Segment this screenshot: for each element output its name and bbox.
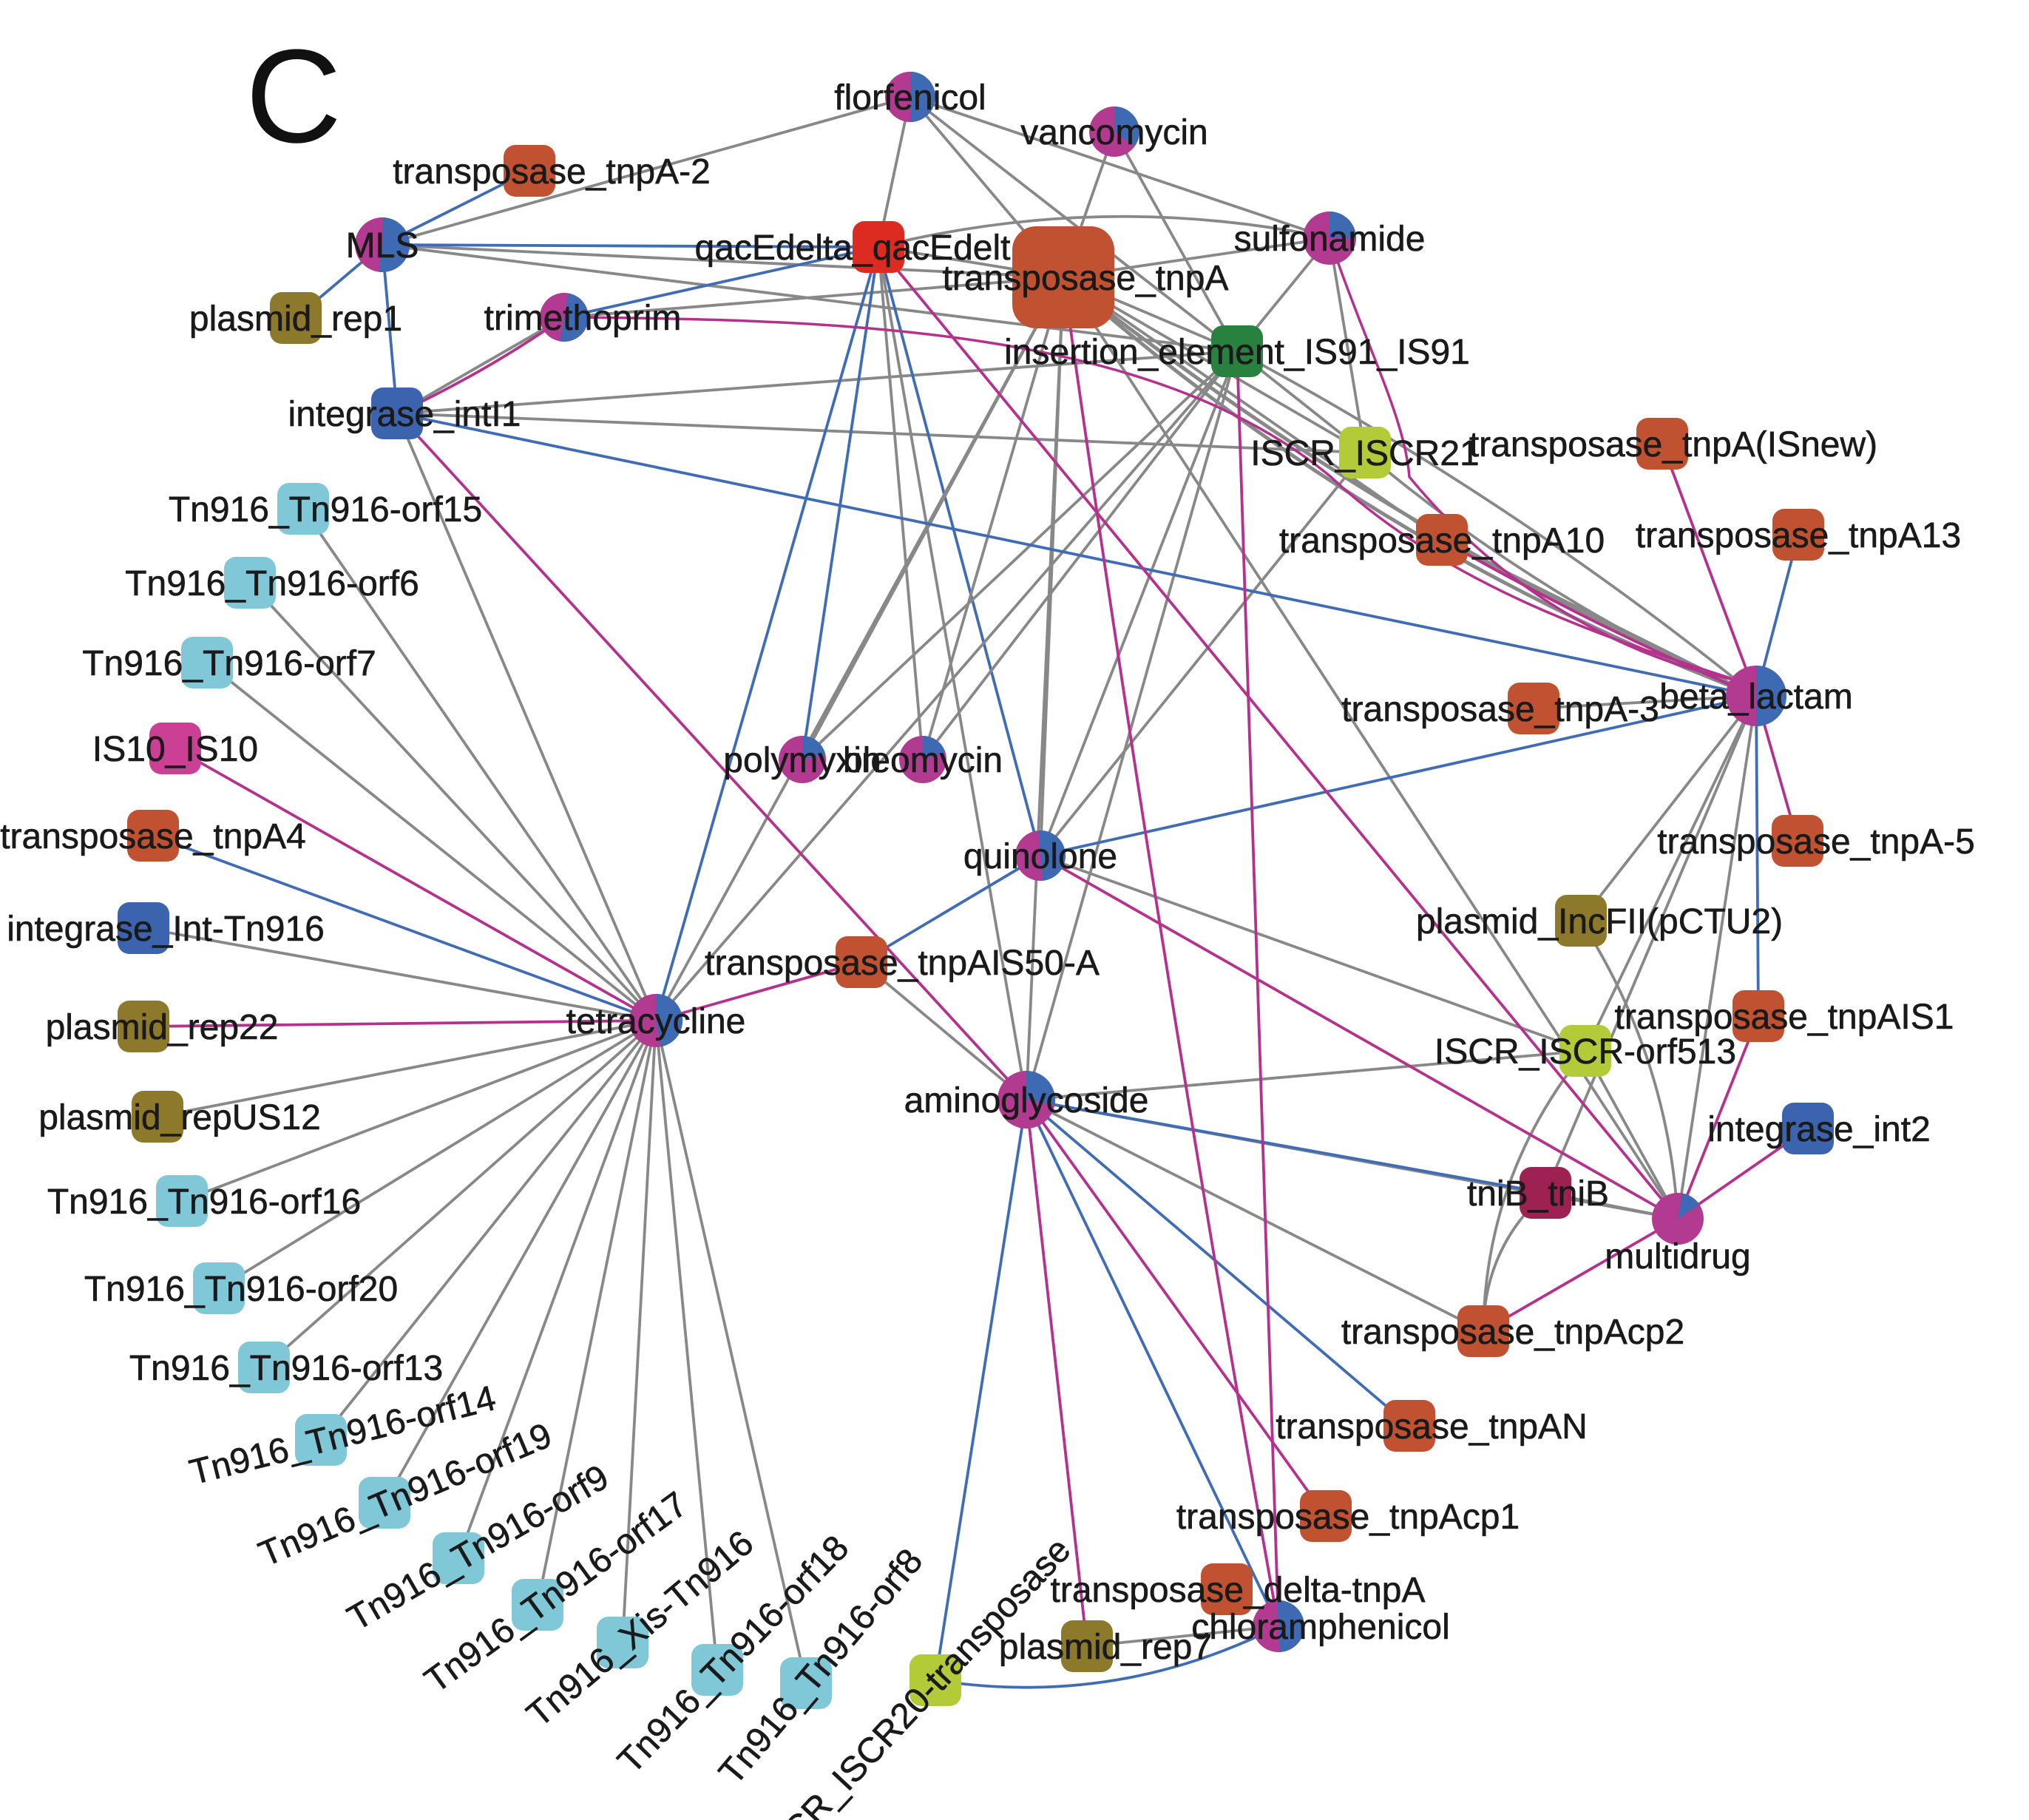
svg-text:transposase_tnpAcp1: transposase_tnpAcp1	[1176, 1498, 1520, 1537]
svg-text:transposase_tnpA13: transposase_tnpA13	[1636, 516, 1961, 555]
svg-text:transposase_tnpA-3: transposase_tnpA-3	[1341, 690, 1659, 729]
svg-text:transposase_tnpAIS1: transposase_tnpAIS1	[1615, 998, 1954, 1037]
svg-text:plasmid_rep1: plasmid_rep1	[189, 300, 402, 339]
svg-text:transposase_tnpA-5: transposase_tnpA-5	[1657, 822, 1975, 862]
svg-text:beta_lactam: beta_lactam	[1659, 677, 1853, 717]
svg-text:Tn916_Tn916-orf16: Tn916_Tn916-orf16	[47, 1183, 361, 1222]
svg-text:MLS: MLS	[346, 226, 419, 265]
svg-text:ISCR_ISCR21: ISCR_ISCR21	[1250, 434, 1479, 473]
svg-text:multidrug: multidrug	[1605, 1237, 1750, 1276]
svg-text:tetracycline: tetracycline	[566, 1002, 746, 1041]
svg-text:chloramphenicol: chloramphenicol	[1191, 1608, 1450, 1647]
svg-text:integrase_intI1: integrase_intI1	[288, 395, 521, 434]
svg-text:florfenicol: florfenicol	[834, 78, 986, 118]
svg-text:Tn916_Tn916-orf7: Tn916_Tn916-orf7	[82, 644, 376, 683]
svg-text:aminoglycoside: aminoglycoside	[904, 1081, 1149, 1120]
svg-text:bleomycin: bleomycin	[843, 741, 1003, 780]
svg-text:transposase_tnpAIS50-A: transposase_tnpAIS50-A	[705, 944, 1100, 983]
svg-text:plasmid_rep22: plasmid_rep22	[46, 1008, 279, 1047]
svg-text:vancomycin: vancomycin	[1020, 113, 1207, 152]
svg-text:polymyxin: polymyxin	[723, 741, 881, 780]
svg-text:transposase_tnpA4: transposase_tnpA4	[0, 817, 306, 856]
svg-text:integrase_Int-Tn916: integrase_Int-Tn916	[7, 910, 325, 949]
svg-text:Tn916_Tn916-orf6: Tn916_Tn916-orf6	[125, 564, 419, 603]
svg-text:transposase_tnpAcp2: transposase_tnpAcp2	[1341, 1313, 1684, 1352]
svg-text:trimethoprim: trimethoprim	[484, 299, 682, 338]
svg-text:transposase_tnpA-2: transposase_tnpA-2	[393, 152, 711, 192]
svg-text:transposase_tnpA10: transposase_tnpA10	[1279, 521, 1605, 561]
svg-text:Tn916_Tn916-orf15: Tn916_Tn916-orf15	[169, 490, 482, 530]
svg-text:IS10_IS10: IS10_IS10	[92, 730, 258, 769]
svg-text:transposase_tnpAN: transposase_tnpAN	[1276, 1407, 1588, 1447]
svg-text:C: C	[245, 22, 342, 171]
svg-text:quinolone: quinolone	[963, 837, 1117, 876]
svg-text:transposase_tnpA(ISnew): transposase_tnpA(ISnew)	[1469, 425, 1877, 464]
svg-text:transposase_delta-tnpA: transposase_delta-tnpA	[1051, 1571, 1426, 1610]
svg-text:tniB_tniB: tniB_tniB	[1467, 1174, 1609, 1214]
svg-text:integrase_int2: integrase_int2	[1707, 1110, 1931, 1149]
svg-text:plasmid_repUS12: plasmid_repUS12	[38, 1098, 321, 1137]
svg-text:transposase_tnpA: transposase_tnpA	[943, 259, 1229, 298]
svg-text:sulfonamide: sulfonamide	[1234, 220, 1426, 259]
svg-text:ISCR_ISCR-orf513: ISCR_ISCR-orf513	[1434, 1032, 1736, 1072]
svg-text:insertion_element_IS91_IS91: insertion_element_IS91_IS91	[1004, 333, 1470, 372]
svg-text:qacEdelta_qacEdelt: qacEdelta_qacEdelt	[695, 229, 1011, 268]
svg-text:Tn916_Tn916-orf13: Tn916_Tn916-orf13	[129, 1349, 443, 1388]
svg-text:plasmid_IncFII(pCTU2): plasmid_IncFII(pCTU2)	[1416, 902, 1783, 941]
svg-text:Tn916_Tn916-orf20: Tn916_Tn916-orf20	[84, 1270, 398, 1309]
svg-text:plasmid_rep7: plasmid_rep7	[999, 1628, 1212, 1667]
